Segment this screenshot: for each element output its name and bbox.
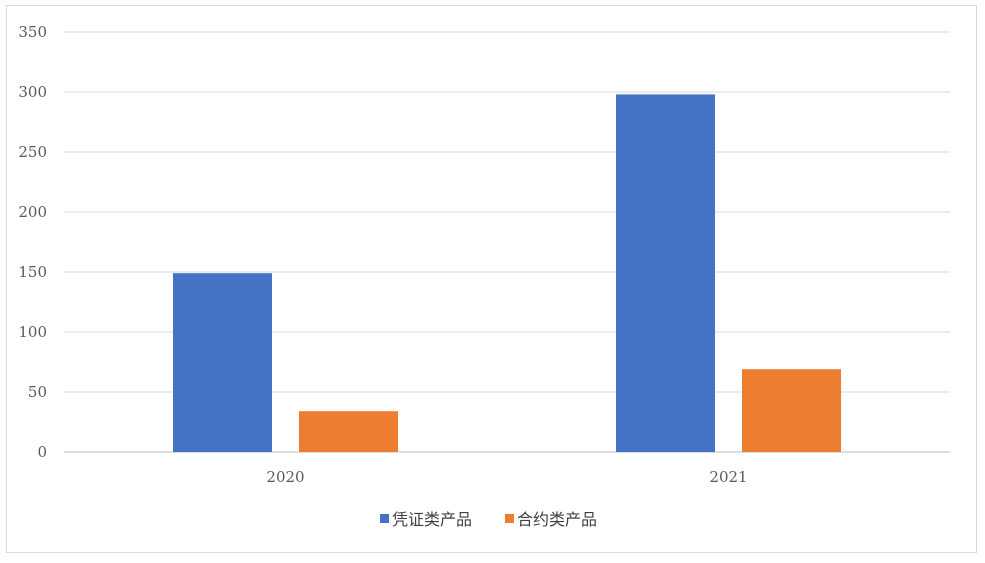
y-tick-label: 250 [18, 143, 47, 161]
y-tick-label: 150 [18, 263, 47, 281]
x-tick-label: 2021 [709, 468, 747, 486]
legend-label: 合约类产品 [517, 510, 597, 529]
y-tick-label: 300 [18, 83, 47, 101]
bar-2020-1 [173, 273, 272, 452]
x-tick-label: 2020 [266, 468, 304, 486]
legend: 凭证类产品 合约类产品 [380, 510, 597, 529]
bars [173, 94, 841, 453]
x-axis-ticks: 2020 2021 [266, 468, 747, 486]
y-tick-label: 100 [18, 323, 47, 341]
legend-swatch [380, 514, 389, 523]
bar-2021-2 [742, 369, 841, 452]
y-tick-label: 50 [28, 383, 47, 401]
bar-2020-2 [299, 411, 398, 452]
y-axis-ticks: 0 50 100 150 200 250 300 350 [18, 23, 47, 461]
legend-swatch [505, 514, 514, 523]
y-tick-label: 0 [37, 443, 47, 461]
chart-frame [6, 5, 977, 553]
y-tick-label: 200 [18, 203, 47, 221]
bar-2021-1 [616, 94, 715, 453]
legend-label: 凭证类产品 [392, 510, 472, 529]
y-tick-label: 350 [18, 23, 47, 41]
